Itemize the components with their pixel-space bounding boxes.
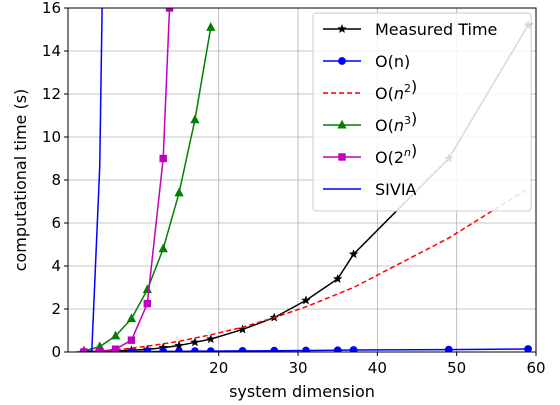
legend-entry: Measured Time — [323, 20, 497, 39]
legend-label: O(n3) — [375, 109, 417, 135]
data-point — [333, 346, 342, 352]
data-point — [159, 347, 168, 352]
series — [80, 8, 174, 352]
legend-entry: O(n2) — [323, 77, 417, 103]
legend-label: SIVIA — [375, 180, 417, 199]
data-point — [338, 153, 346, 161]
data-point — [206, 347, 215, 352]
series-line — [83, 187, 529, 352]
legend-entry: O(n) — [323, 52, 410, 71]
series — [75, 8, 103, 352]
data-point — [110, 330, 121, 340]
legend-entry: O(2n) — [323, 141, 417, 167]
y-tick-label: 2 — [51, 300, 61, 318]
x-tick-label: 30 — [288, 359, 307, 377]
data-point — [142, 284, 152, 294]
legend: Measured Time O(n) O(n2) O(n3) O(2n) SIVIA — [312, 12, 532, 212]
legend-box — [312, 12, 532, 212]
series-line — [83, 24, 529, 352]
legend-label: O(n2) — [375, 77, 417, 103]
data-point — [238, 347, 247, 352]
data-point — [174, 340, 184, 350]
data-point — [143, 299, 152, 308]
legend-entry: SIVIA — [323, 180, 417, 199]
data-point — [302, 346, 310, 352]
legend-entry: O(n3) — [323, 109, 417, 135]
y-tick-label: 4 — [51, 257, 61, 275]
data-point — [190, 114, 200, 124]
data-point — [190, 337, 200, 347]
data-point — [96, 347, 104, 352]
y-tick-label: 12 — [42, 85, 61, 103]
data-point — [348, 249, 359, 259]
data-point — [332, 273, 343, 284]
y-tick-label: 8 — [51, 171, 61, 189]
data-point — [127, 336, 136, 344]
data-point — [444, 345, 453, 352]
data-point — [337, 119, 347, 129]
data-point — [206, 22, 216, 31]
y-tick-label: 16 — [42, 0, 61, 17]
legend-label: Measured Time — [375, 20, 497, 39]
y-tick-label: 14 — [42, 42, 61, 60]
data-point — [337, 23, 347, 34]
y-tick-label: 10 — [42, 128, 61, 146]
data-point — [237, 324, 248, 334]
series — [83, 187, 529, 352]
x-tick-label: 40 — [368, 359, 387, 377]
data-point — [205, 333, 216, 344]
data-point — [301, 295, 311, 305]
y-tick-label: 0 — [51, 343, 61, 361]
data-point — [159, 154, 167, 163]
axis-ticks: 20 30 40 50 60 0 2 4 6 8 10 12 14 16 — [42, 0, 546, 377]
data-point — [338, 57, 346, 65]
data-point — [175, 347, 183, 352]
legend-label: O(n) — [375, 52, 410, 71]
data-point — [524, 345, 532, 352]
x-axis-label: system dimension — [229, 382, 375, 401]
series-line — [75, 8, 103, 352]
y-tick-label: 6 — [51, 214, 61, 232]
data-point — [174, 187, 184, 197]
x-tick-label: 20 — [209, 359, 228, 377]
data-point — [191, 347, 199, 352]
data-point — [126, 313, 137, 323]
x-tick-label: 60 — [526, 359, 545, 377]
data-point — [158, 243, 168, 253]
y-axis-label: computational time (s) — [11, 89, 30, 272]
data-point — [111, 345, 120, 352]
data-point — [270, 346, 279, 352]
legend-label: O(2n) — [375, 141, 417, 167]
data-point — [349, 346, 358, 352]
x-tick-label: 50 — [447, 359, 466, 377]
